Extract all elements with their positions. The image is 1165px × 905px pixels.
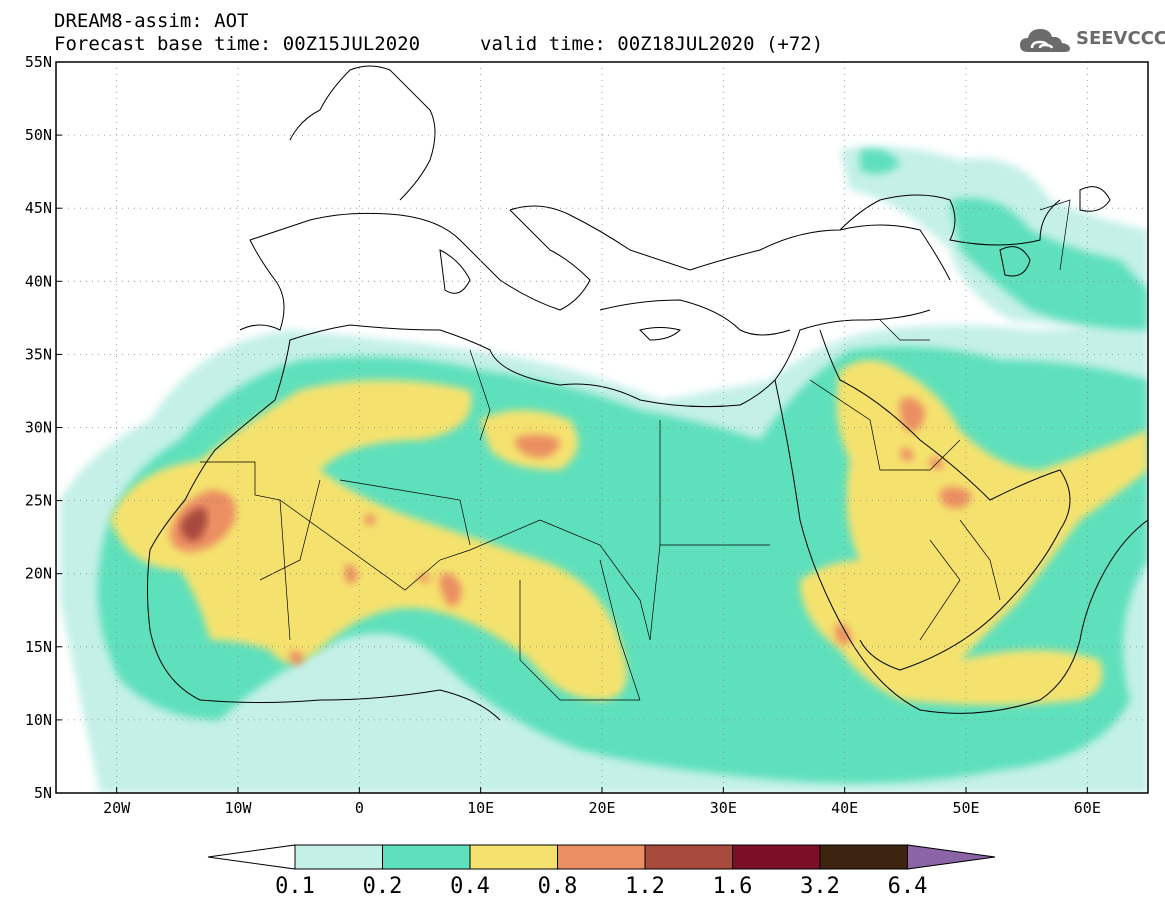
colorbar-level-label: 0.4: [450, 874, 490, 899]
lat-tick-label: 40N: [25, 272, 52, 290]
colorbar: 0.1 0.2 0.4 0.8 1.2 1.6 3.2 6.4: [207, 844, 996, 899]
lon-tick-label: 30E: [710, 799, 737, 817]
lat-tick-label: 15N: [25, 638, 52, 656]
aot-level-0.4: [110, 360, 1148, 705]
coastlines: [147, 65, 1148, 721]
colorbar-under-triangle: [207, 844, 296, 870]
lat-tick-label: 25N: [25, 492, 52, 510]
seevccc-logo: SEEVCCC: [1018, 24, 1165, 56]
colorbar-level-label: 0.8: [538, 874, 578, 899]
lon-tick-label: 20E: [588, 799, 615, 817]
longitude-axis: 20W 10W 0 10E 20E 30E 40E 50E 60E: [103, 787, 1101, 817]
lon-tick-label: 40E: [831, 799, 858, 817]
colorbar-swatch: [732, 844, 821, 870]
colorbar-level-label: 1.2: [625, 874, 665, 899]
base-time-label: Forecast base time: 00Z15JUL2020: [54, 33, 421, 55]
colorbar-level-label: 0.2: [363, 874, 403, 899]
lon-tick-label: 10E: [467, 799, 494, 817]
lon-tick-label: 50E: [952, 799, 979, 817]
aot-field: [60, 146, 1148, 793]
lat-tick-label: 10N: [25, 711, 52, 729]
aot-level-1.2: [180, 507, 208, 541]
lon-tick-label: 60E: [1074, 799, 1101, 817]
country-borders: [200, 199, 1071, 701]
colorbar-swatch: [469, 844, 558, 870]
valid-time-label: valid time: 00Z18JUL2020 (+72): [480, 33, 824, 55]
lon-tick-label: 20W: [103, 799, 131, 817]
lat-tick-label: 30N: [25, 419, 52, 437]
colorbar-level-label: 1.6: [713, 874, 753, 899]
lat-tick-label: 50N: [25, 126, 52, 144]
cloud-icon: [1020, 29, 1070, 52]
lat-tick-label: 5N: [34, 784, 52, 802]
colorbar-over-triangle: [907, 844, 996, 870]
colorbar-swatch: [819, 844, 908, 870]
colorbar-swatch: [382, 844, 471, 870]
colorbar-level-label: 6.4: [888, 874, 928, 899]
map-gridlines: [56, 62, 1148, 793]
colorbar-level-label: 0.1: [275, 874, 315, 899]
lat-tick-label: 45N: [25, 199, 52, 217]
colorbar-swatch: [644, 844, 733, 870]
colorbar-swatch: [557, 844, 646, 870]
latitude-axis: 55N 50N 45N 40N 35N 30N 25N 20N 15N 10N 5N: [25, 53, 62, 802]
lat-tick-label: 55N: [25, 53, 52, 71]
model-title: DREAM8-assim: AOT: [54, 10, 249, 32]
colorbar-level-label: 3.2: [800, 874, 840, 899]
lat-tick-label: 35N: [25, 345, 52, 363]
lon-tick-label: 10W: [224, 799, 252, 817]
lat-tick-label: 20N: [25, 565, 52, 583]
colorbar-swatch: [294, 844, 383, 870]
lon-tick-label: 0: [355, 799, 364, 817]
logo-text: SEEVCCC: [1076, 28, 1165, 49]
